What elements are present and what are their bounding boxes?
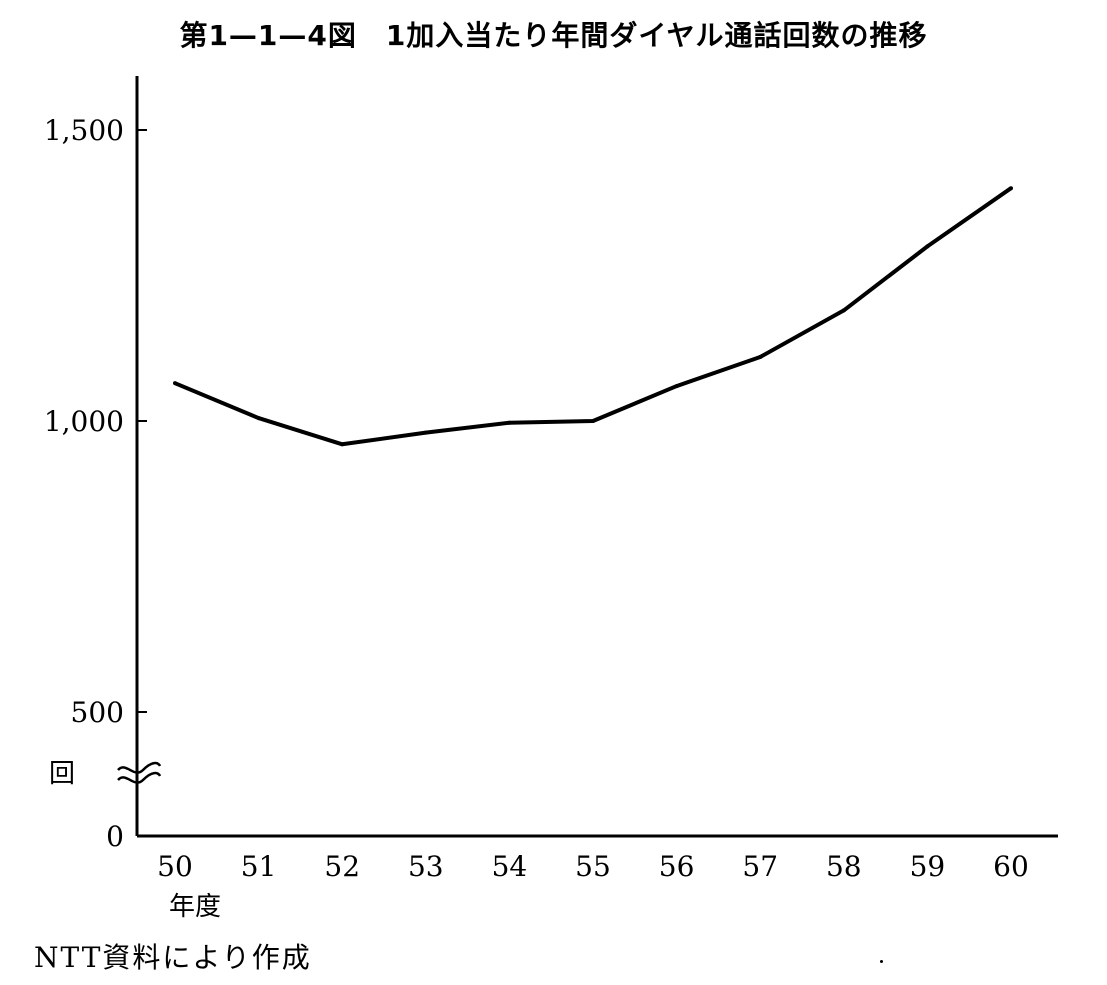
y-tick-label: 1,000 bbox=[44, 405, 124, 438]
data-point bbox=[1009, 186, 1013, 191]
x-tick-label: 58 bbox=[826, 850, 862, 883]
y-tick-label: 500 bbox=[71, 696, 124, 729]
x-tick-label: 53 bbox=[408, 850, 444, 883]
data-point bbox=[674, 384, 679, 389]
stray-dot bbox=[880, 960, 883, 963]
x-tick-label: 50 bbox=[157, 850, 193, 883]
x-axis-label: 年度 bbox=[169, 892, 221, 922]
y-tick-label: 1,500 bbox=[44, 114, 124, 147]
source-note: NTT資料により作成 bbox=[34, 941, 312, 974]
x-tick-label: 57 bbox=[742, 850, 778, 883]
y-tick-label: 0 bbox=[106, 820, 124, 853]
axis-break-mark bbox=[117, 761, 162, 784]
x-tick-label: 59 bbox=[910, 850, 946, 883]
x-tick-label: 51 bbox=[241, 850, 277, 883]
data-point bbox=[256, 416, 261, 421]
x-tick-label: 56 bbox=[659, 850, 695, 883]
x-ticks: 50 51 52 53 54 55 56 57 58 59 60 bbox=[157, 850, 1029, 883]
x-tick-label: 54 bbox=[492, 850, 528, 883]
x-tick-label: 52 bbox=[324, 850, 360, 883]
series-line bbox=[174, 186, 1013, 447]
data-point bbox=[758, 354, 763, 359]
data-point bbox=[340, 442, 345, 447]
series-group bbox=[173, 186, 1013, 447]
x-tick-label: 55 bbox=[575, 850, 611, 883]
y-axis-label: 回 bbox=[49, 759, 75, 789]
x-tick-label: 60 bbox=[993, 850, 1029, 883]
data-point bbox=[423, 430, 428, 435]
data-point bbox=[841, 308, 846, 313]
data-point bbox=[173, 381, 177, 386]
chart-title: 第1—1—4図 1加入当たり年間ダイヤル通話回数の推移 bbox=[179, 19, 928, 52]
data-point bbox=[507, 420, 512, 425]
y-ticks: 1,500 1,000 500 0 bbox=[44, 114, 147, 853]
data-point bbox=[591, 419, 595, 423]
data-point bbox=[925, 244, 930, 249]
